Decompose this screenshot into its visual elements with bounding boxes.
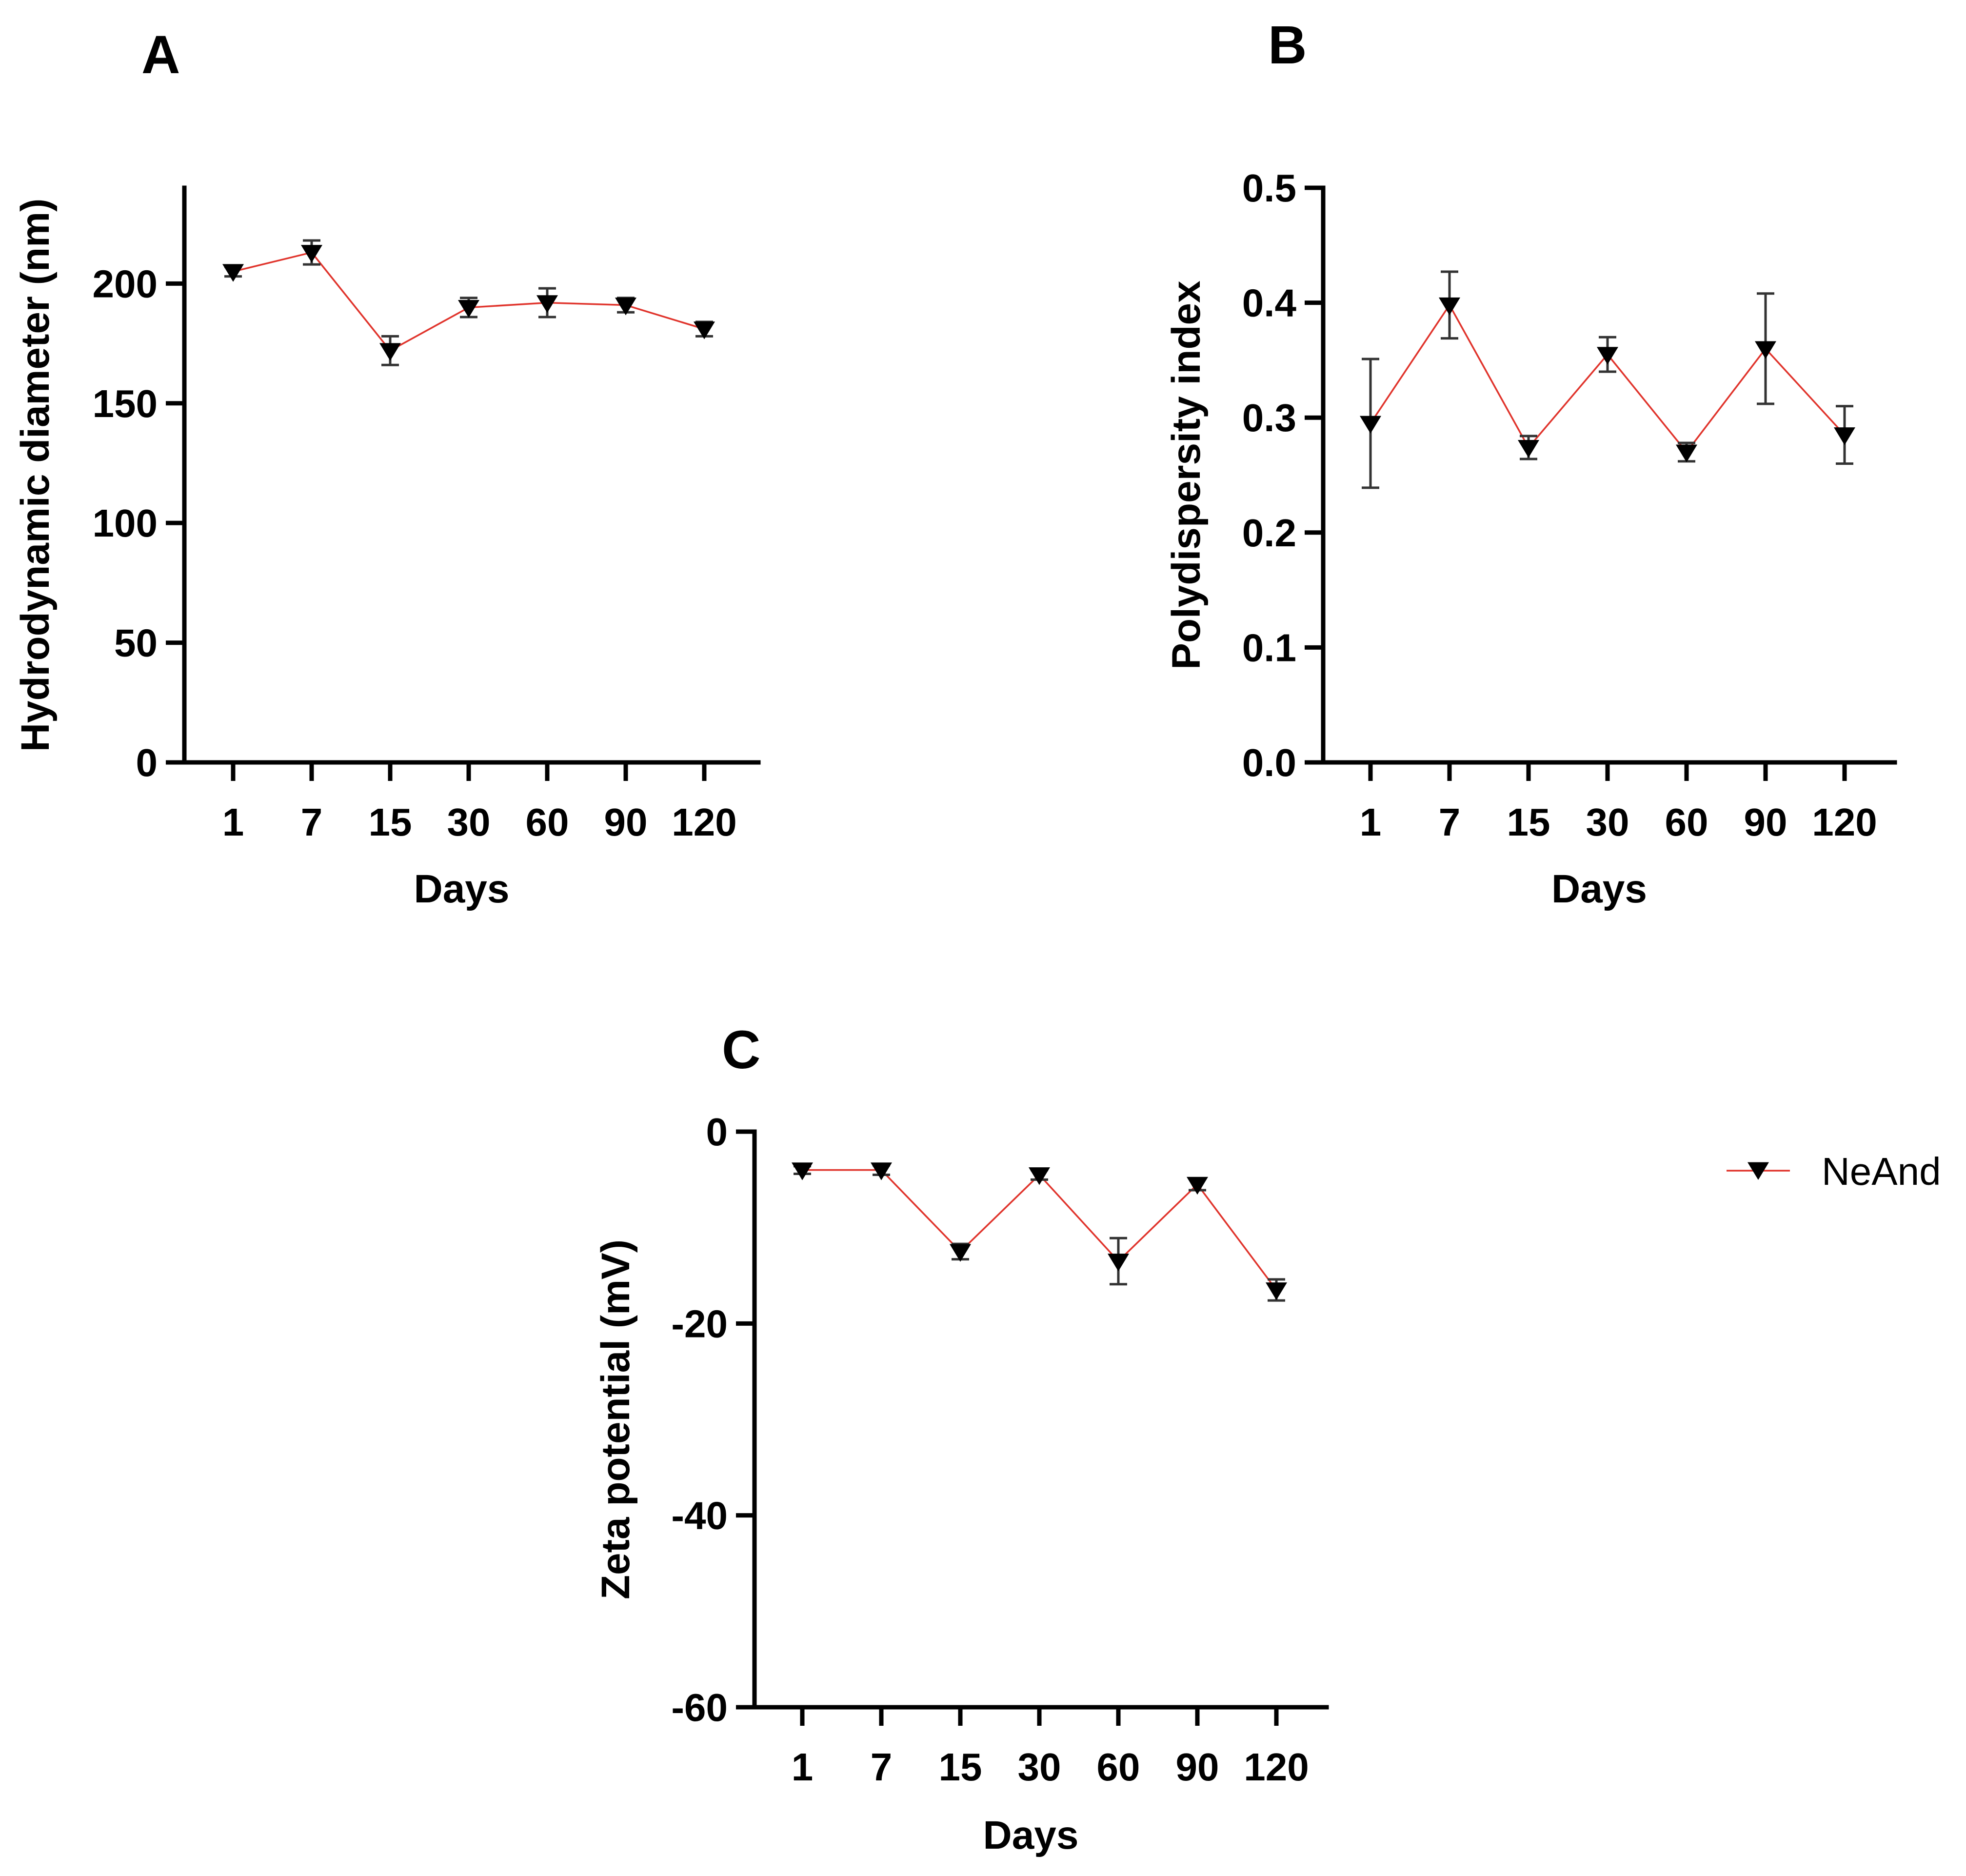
data-point-marker — [1108, 1254, 1129, 1272]
series-line-neand — [802, 1169, 1277, 1291]
data-point-marker — [379, 343, 401, 361]
data-point-marker — [536, 295, 558, 313]
x-tick-label: 7 — [301, 800, 323, 844]
y-axis-title: Polydispersity index — [1164, 280, 1209, 670]
x-tick-label: 30 — [447, 800, 491, 844]
x-tick-label: 120 — [672, 800, 736, 844]
x-tick-label: 60 — [1665, 800, 1708, 844]
data-point-marker — [222, 264, 244, 282]
data-point-marker — [1834, 427, 1855, 445]
data-point-marker — [301, 245, 322, 263]
data-point-marker — [1676, 444, 1697, 462]
y-tick-label: 150 — [93, 382, 158, 425]
y-tick-label: 0.2 — [1242, 511, 1296, 555]
data-point-marker — [1187, 1177, 1208, 1195]
panel-letter-a: A — [141, 25, 180, 85]
chart-panel-b: 0.0 0.1 0.2 0.3 0.4 0.5 1 7 15 30 60 90 120 Days Polyd… — [1164, 166, 1897, 911]
data-point-marker — [1266, 1282, 1287, 1300]
x-tick-label: 90 — [604, 800, 648, 844]
panel-letter-c: C — [722, 1020, 760, 1080]
x-tick-label: 120 — [1244, 1745, 1309, 1789]
x-tick-label: 15 — [369, 800, 412, 844]
y-tick-label: 0.4 — [1242, 281, 1297, 325]
series-line-neand — [1370, 303, 1846, 454]
x-tick-label: 60 — [1097, 1745, 1140, 1789]
legend-marker-icon — [1748, 1162, 1769, 1180]
chart-panel-a: 0 50 100 150 200 1 7 15 30 60 90 120 Days Hydrodynami… — [13, 185, 761, 911]
y-tick-label: 0.1 — [1242, 626, 1296, 669]
panel-letter-b: B — [1268, 15, 1307, 75]
x-tick-label: 120 — [1812, 800, 1877, 844]
x-tick-label: 1 — [792, 1745, 814, 1789]
data-point-marker — [1439, 297, 1460, 316]
data-point-marker — [871, 1162, 892, 1180]
y-tick-label: -60 — [671, 1686, 728, 1729]
data-point-marker — [694, 321, 715, 339]
x-tick-label: 30 — [1018, 1745, 1061, 1789]
x-tick-label: 90 — [1176, 1745, 1219, 1789]
y-tick-label: 0 — [706, 1110, 728, 1154]
x-tick-label: 90 — [1744, 800, 1787, 844]
y-tick-label: 100 — [93, 501, 158, 545]
data-point-marker — [1518, 440, 1539, 458]
y-tick-label: 200 — [93, 262, 158, 305]
x-tick-label: 7 — [1439, 800, 1461, 844]
x-tick-label: 15 — [939, 1745, 982, 1789]
y-tick-label: 50 — [114, 621, 158, 665]
x-tick-label: 30 — [1586, 800, 1629, 844]
data-point-marker — [792, 1162, 813, 1180]
data-point-marker — [1755, 341, 1776, 359]
x-axis-title: Days — [414, 867, 509, 911]
data-point-marker — [1029, 1167, 1050, 1185]
data-point-marker — [1360, 416, 1381, 434]
y-tick-label: -20 — [671, 1302, 728, 1345]
y-tick-label: 0.3 — [1242, 396, 1296, 439]
x-tick-label: 7 — [871, 1745, 893, 1789]
x-axis-title: Days — [983, 1813, 1078, 1857]
y-tick-label: 0.0 — [1242, 741, 1296, 784]
data-point-marker — [1597, 347, 1618, 365]
x-tick-label: 15 — [1507, 800, 1550, 844]
y-axis-title: Zeta potential (mV) — [594, 1239, 638, 1599]
data-point-marker — [950, 1244, 971, 1262]
x-tick-label: 1 — [1360, 800, 1382, 844]
x-tick-label: 60 — [526, 800, 569, 844]
x-axis-title: Days — [1551, 867, 1647, 911]
y-tick-label: 0.5 — [1242, 166, 1296, 210]
x-tick-label: 1 — [222, 800, 244, 844]
data-point-marker — [458, 300, 479, 318]
legend-label: NeAnd — [1822, 1150, 1941, 1193]
data-point-marker — [615, 298, 636, 316]
legend: NeAnd — [1727, 1150, 1941, 1193]
y-tick-label: -40 — [671, 1494, 728, 1537]
y-axis-title: Hydrodynamic diameter (nm) — [13, 199, 58, 752]
y-tick-label: 0 — [136, 741, 158, 784]
chart-panel-c: -60 -40 -20 0 1 7 15 30 60 90 120 Days Zeta potentia… — [594, 1110, 1329, 1857]
